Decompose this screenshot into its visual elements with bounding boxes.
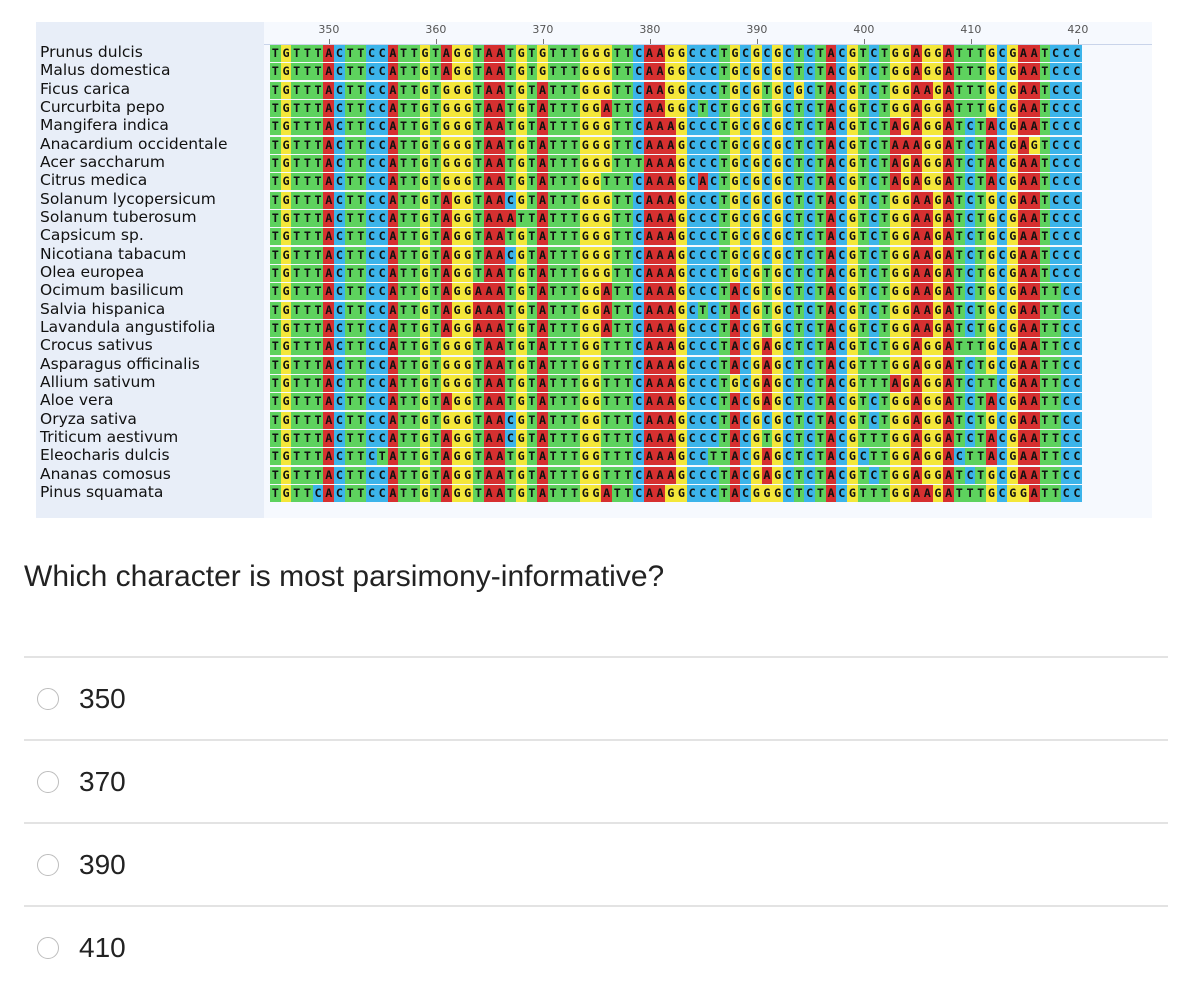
species-name: Lavandula angustifolia [40,317,216,336]
option-390[interactable]: 390 [24,822,1168,905]
question-text: Which character is most parsimony-inform… [24,560,665,593]
ruler-tick [328,39,330,44]
species-name: Ficus carica [40,79,131,98]
option-410[interactable]: 410 [24,905,1168,988]
species-name: Pinus squamata [40,482,164,501]
option-label: 370 [79,765,126,797]
species-name: Prunus dulcis [40,43,143,61]
option-label: 390 [79,848,126,880]
species-name: Solanum tuberosum [40,207,197,226]
option-370[interactable]: 370 [24,739,1168,822]
ruler-label: 380 [639,23,661,36]
sequence-alignment-viewer: Prunus dulcis Malus domestica Ficus carica… [36,22,1152,518]
ruler-label: 410 [960,23,982,36]
option-label: 410 [79,931,126,963]
ruler-label: 390 [746,23,768,36]
option-350[interactable]: 350 [24,656,1168,739]
species-name: Allium sativum [40,372,156,391]
ruler-tick [756,39,758,44]
species-name: Nicotiana tabacum [40,244,187,263]
ruler-tick [863,39,865,44]
species-name: Aloe vera [40,391,114,410]
species-name: Ocimum basilicum [40,281,184,300]
species-name: Olea europea [40,262,145,281]
species-name: Curcurbita pepo [40,97,165,116]
ruler-tick [970,39,972,44]
radio-button-icon[interactable] [37,936,59,959]
species-name: Crocus sativus [40,336,153,355]
ruler-label: 350 [318,23,340,36]
species-names-panel: Prunus dulcis Malus domestica Ficus carica… [36,22,264,518]
ruler-label: 400 [853,23,875,36]
ruler-tick [1077,39,1079,44]
option-label: 350 [79,682,126,714]
species-name: Citrus medica [40,171,148,190]
species-name: Solanum lycopersicum [40,189,216,208]
species-name: Oryza sativa [40,409,137,428]
ruler-label: 360 [425,23,447,36]
species-name: Malus domestica [40,61,171,80]
species-name: Anacardium occidentale [40,134,228,153]
species-name: Capsicum sp. [40,226,144,245]
species-name: Salvia hispanica [40,299,166,318]
ruler-tick [435,39,437,44]
ruler-tick [649,39,651,44]
ruler-tick [542,39,544,44]
species-name: Asparagus officinalis [40,354,200,373]
species-name: Acer saccharum [40,152,165,171]
radio-button-icon[interactable] [37,853,59,876]
species-name: Ananas comosus [40,464,171,483]
position-ruler: 350 360 370 380 390 400 410 420 [264,22,1152,45]
radio-button-icon[interactable] [37,770,59,793]
species-name: Eleocharis dulcis [40,446,170,465]
ruler-label: 420 [1067,23,1089,36]
species-name: Mangifera indica [40,116,169,135]
ruler-label: 370 [532,23,554,36]
answer-options: 350 370 390 410 [24,656,1168,988]
species-name: Triticum aestivum [40,427,179,446]
radio-button-icon[interactable] [37,687,59,710]
